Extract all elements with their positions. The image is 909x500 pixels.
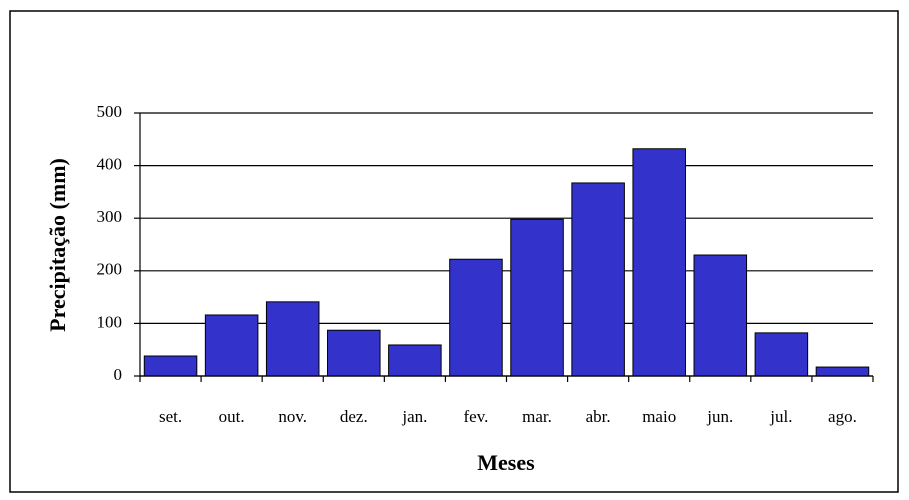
- y-tick-label: 100: [97, 312, 123, 331]
- bar: [693, 254, 748, 377]
- x-tick-label: maio: [642, 407, 676, 426]
- x-tick-label: set.: [159, 407, 182, 426]
- bar: [449, 258, 503, 377]
- x-axis-title: Meses: [477, 450, 535, 475]
- bar: [265, 301, 320, 377]
- bar: [388, 344, 442, 377]
- x-tick-label: jun.: [706, 407, 733, 426]
- x-tick-label: abr.: [586, 407, 611, 426]
- x-tick-label: jan.: [401, 407, 427, 426]
- bar: [510, 218, 564, 377]
- bar: [632, 148, 686, 377]
- x-tick-label: nov.: [278, 407, 307, 426]
- y-tick-label: 500: [97, 102, 123, 121]
- y-tick-label: 200: [97, 260, 123, 279]
- x-tick-label: jul.: [769, 407, 792, 426]
- bar: [571, 182, 625, 377]
- chart-border: [9, 10, 899, 493]
- x-tick-label: fev.: [464, 407, 489, 426]
- y-tick-label: 300: [97, 207, 123, 226]
- y-tick-label: 400: [97, 155, 123, 174]
- y-tick-label: 0: [114, 365, 123, 384]
- bar: [143, 355, 198, 377]
- bar: [204, 314, 259, 377]
- x-tick-label: dez.: [340, 407, 368, 426]
- x-tick-label: mar.: [522, 407, 552, 426]
- bar: [754, 332, 809, 377]
- bar: [327, 329, 381, 377]
- bar: [815, 366, 870, 377]
- y-axis-title: Precipitação (mm): [45, 158, 70, 332]
- x-tick-label: out.: [219, 407, 245, 426]
- x-tick-label: ago.: [828, 407, 857, 426]
